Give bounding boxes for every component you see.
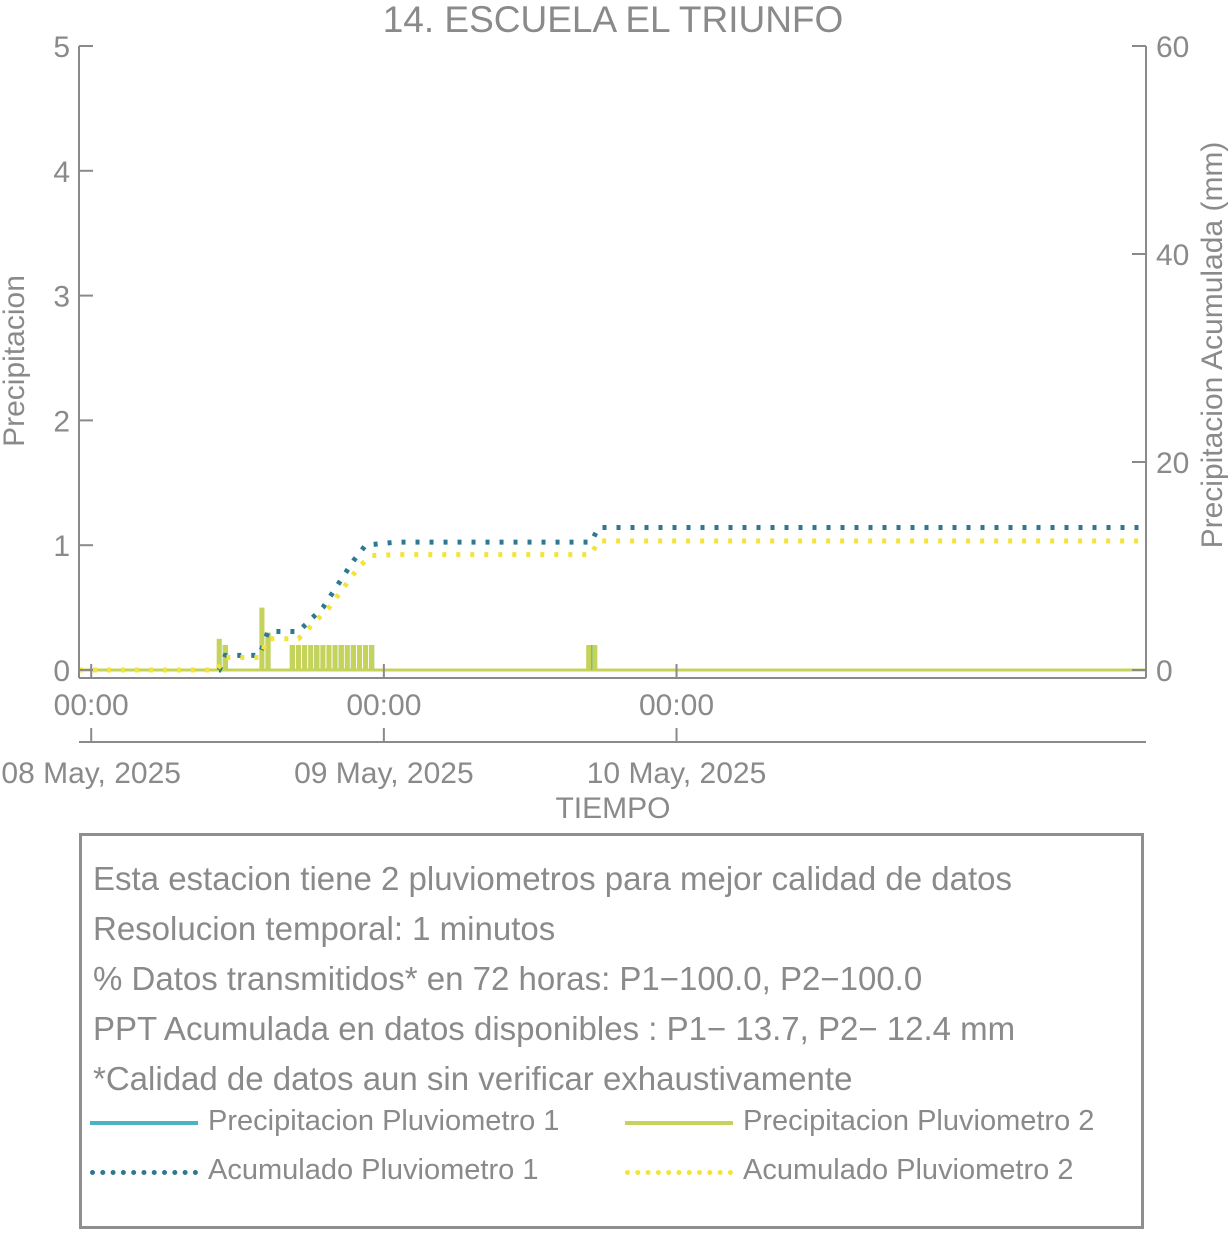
legend: Precipitacion Pluviometro 1 Precipitacio… bbox=[90, 1103, 1130, 1213]
precip-p2-bar-17 bbox=[369, 645, 375, 670]
precip-p2-bar-3 bbox=[265, 632, 271, 670]
precip-p2-bar-9 bbox=[320, 645, 326, 670]
y-ticks-left: 0 1 2 3 4 5 bbox=[53, 31, 93, 688]
precip-p2-bar-19 bbox=[592, 645, 598, 670]
chart-title: 14. ESCUELA EL TRIUNFO bbox=[383, 0, 844, 40]
x-tick-time-label-0: 00:00 bbox=[54, 689, 129, 722]
precip-p2-bar-2 bbox=[259, 607, 265, 670]
legend-label-p1: Precipitacion Pluviometro 1 bbox=[208, 1105, 560, 1137]
y-tick-label-left-1: 1 bbox=[53, 530, 70, 563]
y-tick-label-right-40: 40 bbox=[1156, 239, 1189, 272]
info-lines: Esta estacion tiene 2 pluviometros para … bbox=[93, 854, 1015, 1104]
y-tick-label-right-0: 0 bbox=[1156, 655, 1173, 688]
legend-swatch-p2 bbox=[625, 1121, 733, 1125]
x-tick-date-label-0: 08 May, 2025 bbox=[1, 757, 181, 790]
legend-item-acc2: Acumulado Pluviometro 2 bbox=[625, 1152, 1145, 1192]
precip-p2-bar-11 bbox=[332, 645, 338, 670]
y-ticks-right: 0 20 40 60 bbox=[1132, 31, 1189, 688]
y-tick-label-left-4: 4 bbox=[53, 156, 70, 189]
info-line-stations: Esta estacion tiene 2 pluviometros para … bbox=[93, 860, 1013, 897]
y-tick-label-right-60: 60 bbox=[1156, 31, 1189, 64]
legend-label-acc1: Acumulado Pluviometro 1 bbox=[208, 1154, 539, 1186]
legend-swatch-acc1 bbox=[90, 1170, 198, 1175]
precipitation-chart: 14. ESCUELA EL TRIUNFO 0 1 2 3 4 5 0 20 40 60 00… bbox=[0, 0, 1229, 825]
precip-p2-bar-4 bbox=[289, 645, 295, 670]
y-tick-label-left-5: 5 bbox=[53, 31, 70, 64]
legend-label-acc2: Acumulado Pluviometro 2 bbox=[743, 1154, 1074, 1186]
precip-p2-bar-13 bbox=[344, 645, 350, 670]
precip-p2-bar-0 bbox=[216, 638, 222, 670]
acc-p1-line bbox=[79, 525, 1146, 673]
y-tick-label-left-3: 3 bbox=[53, 281, 70, 314]
precip-p2-bar-5 bbox=[295, 645, 302, 670]
precip-p2-bar-10 bbox=[326, 645, 332, 670]
legend-item-p2: Precipitacion Pluviometro 2 bbox=[625, 1103, 1145, 1143]
precip-p2-bar-18 bbox=[586, 645, 592, 670]
x-tick-date-label-1: 09 May, 2025 bbox=[294, 757, 474, 790]
info-line-accumulated: PPT Acumulada en datos disponibles : P1−… bbox=[93, 1010, 1016, 1047]
precip-p2-bar-6 bbox=[302, 645, 308, 670]
y-tick-label-left-2: 2 bbox=[53, 405, 70, 438]
precip-p2-bar-12 bbox=[338, 645, 344, 670]
legend-item-p1: Precipitacion Pluviometro 1 bbox=[90, 1103, 610, 1143]
legend-label-p2: Precipitacion Pluviometro 2 bbox=[743, 1105, 1095, 1137]
legend-swatch-acc2 bbox=[625, 1170, 733, 1175]
legend-item-acc1: Acumulado Pluviometro 1 bbox=[90, 1152, 610, 1192]
info-line-quality-note: *Calidad de datos aun sin verificar exha… bbox=[93, 1060, 853, 1097]
acc-p2-line bbox=[79, 538, 1146, 673]
x-tick-time-label-2: 00:00 bbox=[639, 689, 714, 722]
y-tick-label-right-20: 20 bbox=[1156, 447, 1189, 480]
precip-p2-bar-8 bbox=[314, 645, 320, 670]
x-axis-label: TIEMPO bbox=[555, 792, 670, 825]
y-axis-label: Precipitacion bbox=[0, 275, 31, 447]
y-tick-label-left-0: 0 bbox=[53, 655, 70, 688]
precip-p2-bar-14 bbox=[350, 645, 356, 670]
legend-swatch-p1 bbox=[90, 1121, 198, 1125]
plot-area bbox=[79, 525, 1146, 673]
info-line-resolution: Resolucion temporal: 1 minutos bbox=[93, 910, 556, 947]
precip-p2-bar-15 bbox=[356, 645, 363, 670]
precip-p2-bar-7 bbox=[308, 645, 314, 670]
info-line-transmitted: % Datos transmitidos* en 72 horas: P1−10… bbox=[93, 960, 923, 997]
x-ticks: 00:00 08 May, 2025 00:00 09 May, 2025 00:00 1… bbox=[1, 664, 766, 790]
x-tick-date-label-2: 10 May, 2025 bbox=[587, 757, 767, 790]
x-tick-time-label-1: 00:00 bbox=[346, 689, 421, 722]
precip-p2-bar-16 bbox=[363, 645, 369, 670]
info-panel: Esta estacion tiene 2 pluviometros para … bbox=[79, 833, 1144, 1229]
y-axis-label-right: Precipitacion Acumulada (mm) bbox=[1196, 142, 1229, 549]
